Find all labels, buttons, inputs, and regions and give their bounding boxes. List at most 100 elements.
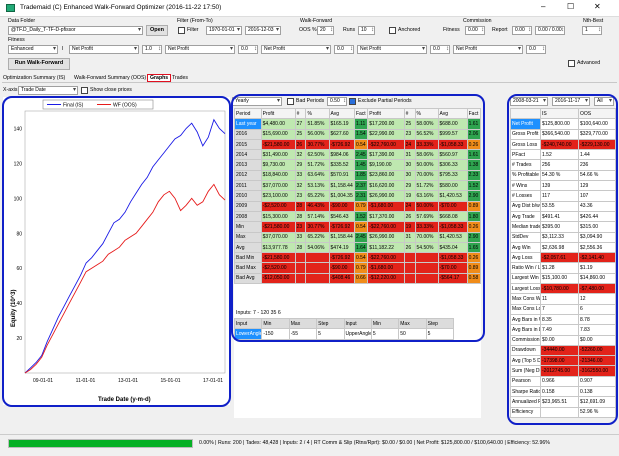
to-date-select[interactable]: 2016-11-17 xyxy=(552,97,590,106)
table-row[interactable]: Bad Min -$21,580.00 -$726.92 0.54 -$22,760.0… xyxy=(234,252,482,264)
y-tick-label: 20 xyxy=(16,336,22,342)
x-axis-select[interactable]: Trade Date xyxy=(18,86,78,95)
runs-input[interactable]: 10 xyxy=(358,26,375,35)
commission-label: Commission xyxy=(463,18,492,24)
fitness-weight-5[interactable]: 0.0 xyxy=(526,45,546,54)
y-tick-label: 120 xyxy=(14,161,23,167)
table-row[interactable]: 2012 $18,840.00 33 63.64% $570.91 1.85 $23,860… xyxy=(234,169,482,182)
x-tick-label: 17-01-01 xyxy=(203,378,223,384)
input-cell: UpperAngle xyxy=(343,328,372,340)
nth-best-input[interactable]: 1 xyxy=(582,26,602,35)
show-close-prices-checkbox[interactable] xyxy=(81,87,88,94)
title-bar: Trademaid (C) Enhanced Walk-Forward Opti… xyxy=(0,0,619,17)
fitness-weight-1[interactable]: 1.0 xyxy=(142,45,162,54)
anchored-checkbox[interactable] xyxy=(389,27,396,34)
fitness-metric-5[interactable]: Net Profit xyxy=(453,45,523,54)
progress-track xyxy=(8,439,193,448)
table-row[interactable]: Avg $13,977.78 28 54.06% $474.19 1.64 $11,182.… xyxy=(234,241,482,254)
fitness-mode-select[interactable]: Enhanced xyxy=(8,45,58,54)
show-close-prices-label: Show close prices xyxy=(90,87,132,93)
report-commission-input[interactable]: 0.00 xyxy=(512,26,532,35)
report-label: Report xyxy=(492,27,508,33)
fitness-metric-3[interactable]: Net Profit xyxy=(261,45,331,54)
advanced-label: Advanced xyxy=(577,60,601,66)
plot-frame xyxy=(24,110,226,374)
report-commission-input-2[interactable]: 0.00 / 0.00 xyxy=(535,26,565,35)
table-row[interactable]: 2008 $15,300.00 28 57.14% $546.43 1.52 $17,370… xyxy=(234,210,482,223)
table-cell: -$12,220.00 xyxy=(367,272,405,285)
table-row[interactable]: 2010 $23,100.00 23 65.22% $1,004.35 2.31 $26,9… xyxy=(234,190,482,202)
advanced-checkbox[interactable] xyxy=(568,60,575,67)
table-cell: -$12,050.00 xyxy=(260,272,296,285)
equity-chart: 20 40 60 80 100 120 140 09-01-01 11-01-01 13-01-0… xyxy=(3,97,230,405)
inputs-label: Inputs: 7 - 120 35 6 xyxy=(236,310,281,316)
table-row[interactable]: Largest Win $15,100.00 $14,860.00 xyxy=(510,272,616,285)
fitness-weight-4[interactable]: 0.0 xyxy=(430,45,450,54)
filter-label: Filter (From-To) xyxy=(177,18,213,24)
filter-check-label: Filter xyxy=(187,27,199,33)
inputs-table: Input Min Max Step Input Min Max Step LowerAngl… xyxy=(233,317,455,340)
run-walk-forward-button[interactable]: Run Walk-Forward xyxy=(8,58,70,70)
table-row[interactable]: Avg Loss -$2,057.61 -$2,141.40 xyxy=(510,252,616,264)
input-cell: 5 xyxy=(425,328,455,340)
bad-periods-checkbox[interactable] xyxy=(287,98,294,105)
tab-divider xyxy=(2,82,617,83)
fitness-weight-2[interactable]: 0.0 xyxy=(238,45,258,54)
table-row[interactable]: Last year $4,480.00 27 51.85% $165.19 1.11 $17… xyxy=(234,118,482,130)
fitness-label: Fitness xyxy=(8,37,25,43)
y-tick-label: 80 xyxy=(16,231,22,237)
table-row[interactable]: Bad Max -$2,520.00 -$90.00 0.79 -$1,680.00 -$… xyxy=(234,262,482,274)
fitness-metric-2[interactable]: Net Profit xyxy=(165,45,235,54)
tab-graphs[interactable]: Graphs xyxy=(147,74,172,82)
right-highlight xyxy=(507,94,618,425)
anchored-label: Anchored xyxy=(398,27,421,33)
x-tick-label: 11-01-01 xyxy=(76,378,96,384)
filter-to-date[interactable]: 2016-12-03 xyxy=(245,26,281,35)
nth-best-label: Nth-Best xyxy=(583,18,604,24)
close-button[interactable]: ✕ xyxy=(594,2,601,11)
table-row[interactable]: Sum (Neg DDs)-2012745.00-3162550.00 xyxy=(510,365,616,377)
bad-periods-label: Bad Periods xyxy=(296,98,325,104)
x-tick-label: 09-01-01 xyxy=(33,378,53,384)
table-row[interactable]: Avg Win $2,636.98 $2,556.36 xyxy=(510,241,616,254)
filter-from-date[interactable]: 1970-01-01 xyxy=(206,26,242,35)
table-row[interactable]: Efficiency 52.96 % xyxy=(510,406,616,418)
maximize-button[interactable]: ☐ xyxy=(567,2,575,11)
exclude-partial-label: Exclude Partial Periods xyxy=(358,98,412,104)
oos-label: OOS % xyxy=(299,27,317,33)
table-row[interactable]: 2016 $15,690.00 25 56.00% $627.60 1.54 $22,990… xyxy=(234,128,482,140)
bad-periods-input[interactable]: 0.50 xyxy=(327,97,347,106)
oos-percent-input[interactable]: 20 xyxy=(317,26,334,35)
y-tick-label: 100 xyxy=(14,196,23,202)
summary-table: IS OOS Net Profit $125,800.00 $100,640.00 Gr… xyxy=(510,107,616,418)
fitness-comm-label: Fitness xyxy=(443,27,460,33)
table-row[interactable]: Avg (Top 5 DDs)-17398.00-21346.00 xyxy=(510,355,616,367)
fitness-metric-4[interactable]: Net Profit xyxy=(357,45,427,54)
window-title: Trademaid (C) Enhanced Walk-Forward Opti… xyxy=(20,4,222,11)
series-line-wf-oos xyxy=(24,183,226,374)
middle-highlight xyxy=(231,94,485,342)
runs-label: Runs xyxy=(343,27,356,33)
minimize-button[interactable]: – xyxy=(541,2,546,11)
tab-walk-forward-summary[interactable]: Walk-Forward Summary (OOS) xyxy=(74,75,147,81)
fitness-commission-input[interactable]: 0.00 xyxy=(465,26,485,35)
data-folder-label: Data Folder xyxy=(8,18,36,24)
table-row[interactable]: Bad Avg -$12,050.00 -$408.46 0.66 -$12,220.0… xyxy=(234,272,482,285)
table-cell: 0.66 xyxy=(353,272,369,285)
progress-fill xyxy=(9,440,192,447)
table-cell: 0.58 xyxy=(466,272,482,285)
open-button[interactable]: Open xyxy=(146,25,168,36)
exclude-partial-checkbox[interactable] xyxy=(349,98,356,105)
filter-checkbox[interactable] xyxy=(178,27,185,34)
legend-final-is: Final (IS) xyxy=(63,103,84,109)
fitness-weight-3[interactable]: 0.0 xyxy=(334,45,354,54)
fitness-metric-1[interactable]: Net Profit xyxy=(69,45,139,54)
tab-optimization-summary[interactable]: Optimization Summary (IS) xyxy=(3,75,66,81)
data-folder-select[interactable]: @TF.D_Daily_T-TF-D-pfissor xyxy=(8,26,143,35)
series-line-final-is xyxy=(24,118,226,374)
x-axis-title: Trade Date (y-m-d) xyxy=(98,397,151,403)
tab-trades[interactable]: Trades xyxy=(172,75,188,81)
table-row[interactable]: # Trades 256 236 xyxy=(510,159,616,171)
table-row[interactable]: 2009 -$2,520.00 28 46.43% -$90.00 0.79 -$1,680… xyxy=(234,200,482,212)
chart-highlight xyxy=(2,96,231,407)
